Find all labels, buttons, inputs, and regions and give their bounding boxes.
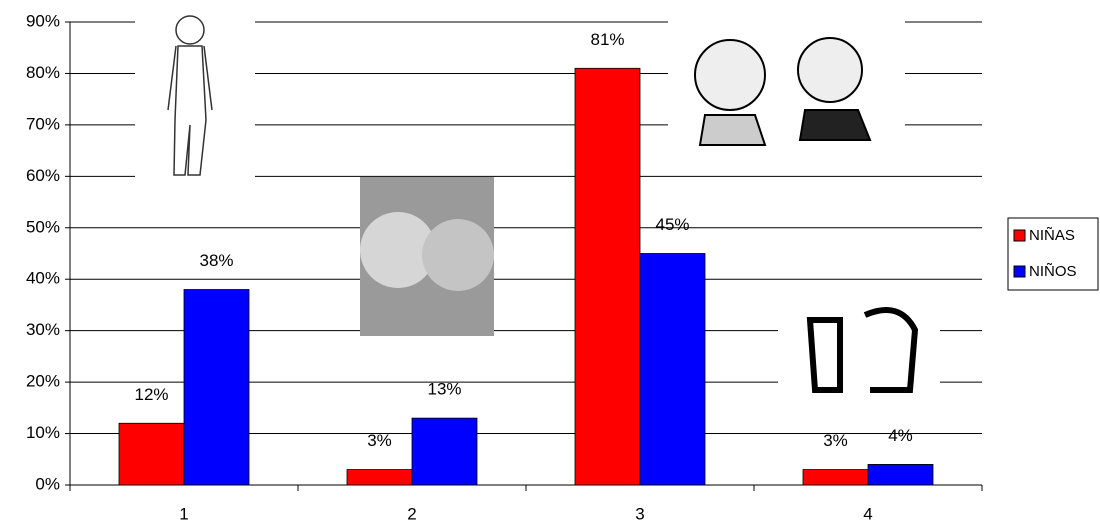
glyph-drawing — [806, 307, 919, 393]
bar — [411, 417, 478, 486]
y-tick-label: 40% — [26, 269, 60, 288]
legend-label: NIÑAS — [1029, 227, 1075, 244]
y-tick-label: 90% — [26, 11, 60, 30]
boy-image — [135, 2, 255, 190]
kids-drawing — [694, 37, 872, 146]
photo-face — [422, 219, 494, 291]
bar — [574, 67, 641, 486]
glyph-image — [778, 292, 940, 430]
data-label: 38% — [199, 251, 233, 270]
data-label: 12% — [134, 385, 168, 404]
legend-label: NIÑOS — [1029, 263, 1077, 280]
photo-face — [360, 212, 436, 288]
x-tick-label: 2 — [407, 504, 416, 523]
bar — [639, 253, 706, 486]
bar — [867, 464, 934, 486]
legend-swatch — [1013, 229, 1026, 242]
bar — [183, 289, 250, 486]
data-label: 4% — [888, 426, 913, 445]
bar — [118, 422, 185, 486]
data-label: 3% — [823, 431, 848, 450]
y-tick-label: 80% — [26, 63, 60, 82]
data-label: 3% — [367, 431, 392, 450]
y-tick-label: 30% — [26, 320, 60, 339]
y-tick-label: 60% — [26, 166, 60, 185]
data-label: 45% — [655, 215, 689, 234]
data-label: 81% — [590, 30, 624, 49]
x-tick-label: 4 — [863, 504, 872, 523]
boy-drawing — [167, 15, 213, 176]
y-tick-label: 50% — [26, 217, 60, 236]
x-tick-label: 3 — [635, 504, 644, 523]
y-tick-label: 70% — [26, 114, 60, 133]
bar — [346, 469, 413, 486]
data-label: 13% — [427, 380, 461, 399]
x-tick-label: 1 — [179, 504, 188, 523]
bar — [802, 469, 869, 486]
y-tick-label: 0% — [35, 474, 60, 493]
y-tick-label: 20% — [26, 372, 60, 391]
illustrations — [135, 2, 940, 430]
legend-swatch — [1013, 265, 1026, 278]
y-tick-label: 10% — [26, 423, 60, 442]
